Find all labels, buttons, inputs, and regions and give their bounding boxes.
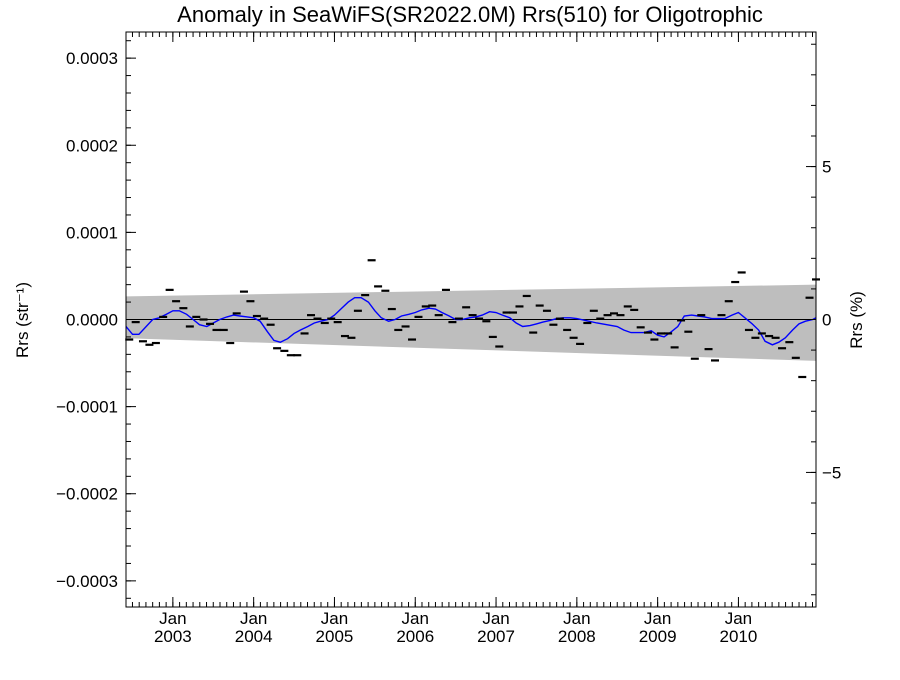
x-tick-month-label: Jan bbox=[563, 609, 590, 628]
x-tick-year-label: 2010 bbox=[720, 627, 758, 646]
x-tick-month-label: Jan bbox=[402, 609, 429, 628]
confidence-band-layer bbox=[126, 284, 816, 361]
y-tick-label: 0.0003 bbox=[66, 49, 118, 68]
x-tick-year-label: 2007 bbox=[477, 627, 515, 646]
y2-axis-label: Rrs (%) bbox=[847, 291, 866, 349]
axes-layer: 0.0003 0.0002 0.0001 0.0000 −0.0001 −0.0002 −0… bbox=[56, 32, 841, 646]
anomaly-marker-layer bbox=[125, 259, 820, 379]
y2-tick-label: −5 bbox=[822, 463, 841, 482]
x-tick-month-label: Jan bbox=[321, 609, 348, 628]
y-axis-label: Rrs (str⁻¹) bbox=[13, 282, 32, 358]
y-tick-label: −0.0003 bbox=[56, 572, 118, 591]
x-tick-month-label: Jan bbox=[644, 609, 671, 628]
y2-tick-label: 0 bbox=[822, 311, 831, 330]
y-tick-label: −0.0002 bbox=[56, 485, 118, 504]
x-tick-month-label: Jan bbox=[725, 609, 752, 628]
x-tick-year-label: 2006 bbox=[396, 627, 434, 646]
y2-tick-label: 5 bbox=[822, 158, 831, 177]
x-tick-month-label: Jan bbox=[240, 609, 267, 628]
x-tick-year-label: 2004 bbox=[235, 627, 273, 646]
x-tick-month-label: Jan bbox=[159, 609, 186, 628]
x-tick-year-label: 2008 bbox=[558, 627, 596, 646]
x-tick-year-label: 2003 bbox=[154, 627, 192, 646]
y-tick-label: 0.0000 bbox=[66, 311, 118, 330]
x-tick-year-label: 2005 bbox=[316, 627, 354, 646]
chart-title: Anomaly in SeaWiFS(SR2022.0M) Rrs(510) f… bbox=[177, 2, 763, 27]
y-tick-label: 0.0002 bbox=[66, 136, 118, 155]
x-tick-month-label: Jan bbox=[482, 609, 509, 628]
uncertainty-band bbox=[126, 284, 816, 361]
x-tick-year-label: 2009 bbox=[639, 627, 677, 646]
y-tick-label: −0.0001 bbox=[56, 398, 118, 417]
y-tick-label: 0.0001 bbox=[66, 223, 118, 242]
